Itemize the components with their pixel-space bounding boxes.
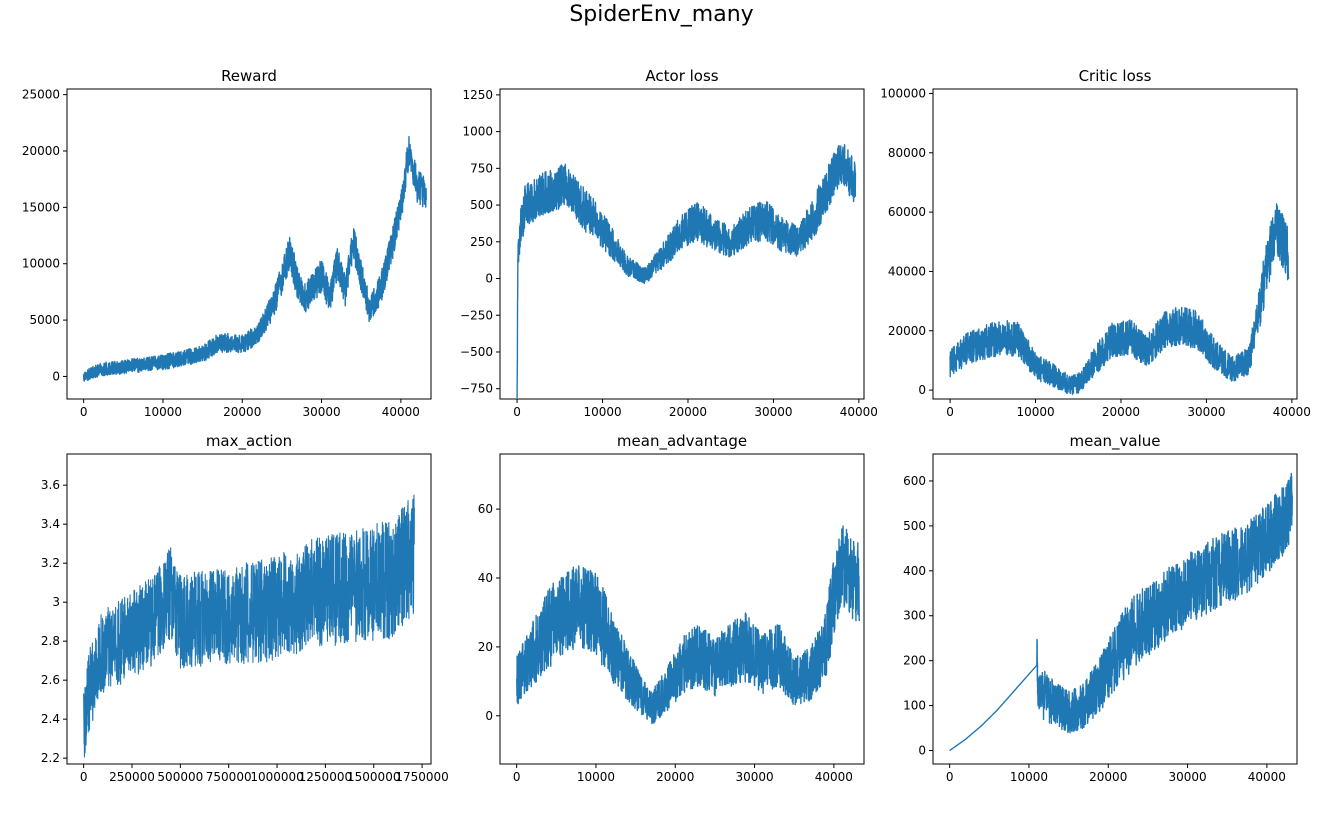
y-tick-label: 10000 — [22, 257, 60, 271]
y-tick-label: 20 — [478, 640, 493, 654]
y-tick-label: 300 — [903, 609, 926, 623]
y-tick-label: −500 — [460, 345, 493, 359]
y-tick-label: 60 — [478, 502, 493, 516]
y-tick-label: 1000 — [462, 125, 493, 139]
series-line — [515, 525, 860, 725]
y-tick-label: 2.8 — [41, 634, 60, 648]
y-tick-label: 2.6 — [41, 673, 60, 687]
x-tick-label: 40000 — [1273, 405, 1311, 419]
x-tick-label: 10000 — [583, 405, 621, 419]
y-tick-label: 40000 — [888, 264, 926, 278]
x-tick-label: 0 — [80, 405, 88, 419]
chart-title: Critic loss — [1079, 67, 1152, 85]
x-tick-label: 500000 — [157, 770, 203, 784]
chart-title: mean_advantage — [617, 432, 747, 451]
plot-frame — [932, 88, 1298, 400]
x-tick-label: 10000 — [144, 405, 182, 419]
x-tick-label: 40000 — [840, 405, 878, 419]
chart-title: Actor loss — [645, 67, 718, 85]
y-tick-label: 2.2 — [41, 751, 60, 765]
chart-title: Reward — [221, 67, 277, 85]
y-tick-label: 20000 — [22, 144, 60, 158]
x-tick-label: 30000 — [302, 405, 340, 419]
x-tick-label: 20000 — [669, 405, 707, 419]
x-tick-label: 40000 — [1248, 770, 1286, 784]
x-tick-label: 20000 — [656, 770, 694, 784]
plot-frame — [499, 88, 865, 400]
y-tick-label: 100 — [903, 699, 926, 713]
y-tick-label: 3.2 — [41, 556, 60, 570]
y-tick-label: 0 — [52, 369, 60, 383]
y-tick-label: 3.4 — [41, 517, 60, 531]
y-tick-label: 1250 — [462, 88, 493, 102]
x-tick-label: 30000 — [754, 405, 792, 419]
y-tick-label: 750 — [470, 161, 493, 175]
x-tick-label: 30000 — [1168, 770, 1206, 784]
plot-frame — [66, 453, 432, 765]
y-tick-label: 500 — [903, 519, 926, 533]
x-tick-label: 40000 — [382, 405, 420, 419]
x-tick-label: 1750000 — [395, 770, 448, 784]
x-tick-label: 0 — [80, 770, 88, 784]
plot-frame — [499, 453, 865, 765]
x-tick-label: 20000 — [1102, 405, 1140, 419]
y-tick-label: 250 — [470, 235, 493, 249]
x-tick-label: 10000 — [1016, 405, 1054, 419]
y-tick-label: 80000 — [888, 146, 926, 160]
y-tick-label: 3 — [52, 595, 60, 609]
x-tick-label: 250000 — [109, 770, 155, 784]
x-tick-label: 30000 — [735, 770, 773, 784]
y-tick-label: 0 — [918, 383, 926, 397]
chart-title: max_action — [206, 432, 292, 451]
y-tick-label: 100000 — [880, 86, 926, 100]
y-tick-label: −250 — [460, 308, 493, 322]
y-tick-label: 500 — [470, 198, 493, 212]
series-line — [516, 144, 857, 398]
y-tick-label: 40 — [478, 571, 493, 585]
y-tick-label: 200 — [903, 654, 926, 668]
x-tick-label: 1000000 — [250, 770, 303, 784]
x-tick-label: 20000 — [223, 405, 261, 419]
plot-frame — [66, 88, 432, 400]
y-tick-label: 2.4 — [41, 712, 60, 726]
x-tick-label: 0 — [513, 405, 521, 419]
x-tick-label: 0 — [946, 770, 954, 784]
x-tick-label: 0 — [946, 405, 954, 419]
x-tick-label: 10000 — [1010, 770, 1048, 784]
x-tick-label: 10000 — [577, 770, 615, 784]
y-tick-label: 20000 — [888, 324, 926, 338]
chart-panel-6: mean_value 0 10000 20000 30000 40000 0 100 200 30… — [903, 432, 1298, 784]
chart-panel-1: Reward 0 10000 20000 30000 40000 0 5000 10000 150… — [22, 67, 432, 419]
y-tick-label: 0 — [485, 272, 493, 286]
y-tick-label: 0 — [485, 709, 493, 723]
chart-title: mean_value — [1069, 432, 1160, 451]
x-tick-label: 1250000 — [299, 770, 352, 784]
y-tick-label: −750 — [460, 382, 493, 396]
plot-frame — [932, 453, 1298, 765]
x-tick-label: 750000 — [206, 770, 252, 784]
x-tick-label: 1500000 — [347, 770, 400, 784]
y-tick-label: 3.6 — [41, 478, 60, 492]
chart-panel-3: Critic loss 0 10000 20000 30000 40000 0 20000 40… — [880, 67, 1311, 419]
x-tick-label: 30000 — [1187, 405, 1225, 419]
y-tick-label: 400 — [903, 564, 926, 578]
y-tick-label: 600 — [903, 474, 926, 488]
y-tick-label: 0 — [918, 744, 926, 758]
y-tick-label: 15000 — [22, 200, 60, 214]
y-tick-label: 25000 — [22, 88, 60, 102]
chart-panel-5: mean_advantage 0 10000 20000 30000 40000 0 20 40… — [478, 432, 865, 784]
chart-panel-4: max_action 0 250000 500000 75000010000001250… — [41, 432, 449, 784]
figure-title: SpiderEnv_many — [569, 2, 754, 27]
series-line — [949, 472, 1293, 752]
x-tick-label: 40000 — [815, 770, 853, 784]
series-line — [83, 494, 415, 758]
series-line — [949, 203, 1290, 395]
x-tick-label: 20000 — [1089, 770, 1127, 784]
y-tick-label: 60000 — [888, 205, 926, 219]
x-tick-label: 0 — [513, 770, 521, 784]
y-tick-label: 5000 — [29, 313, 60, 327]
series-line — [82, 135, 427, 382]
